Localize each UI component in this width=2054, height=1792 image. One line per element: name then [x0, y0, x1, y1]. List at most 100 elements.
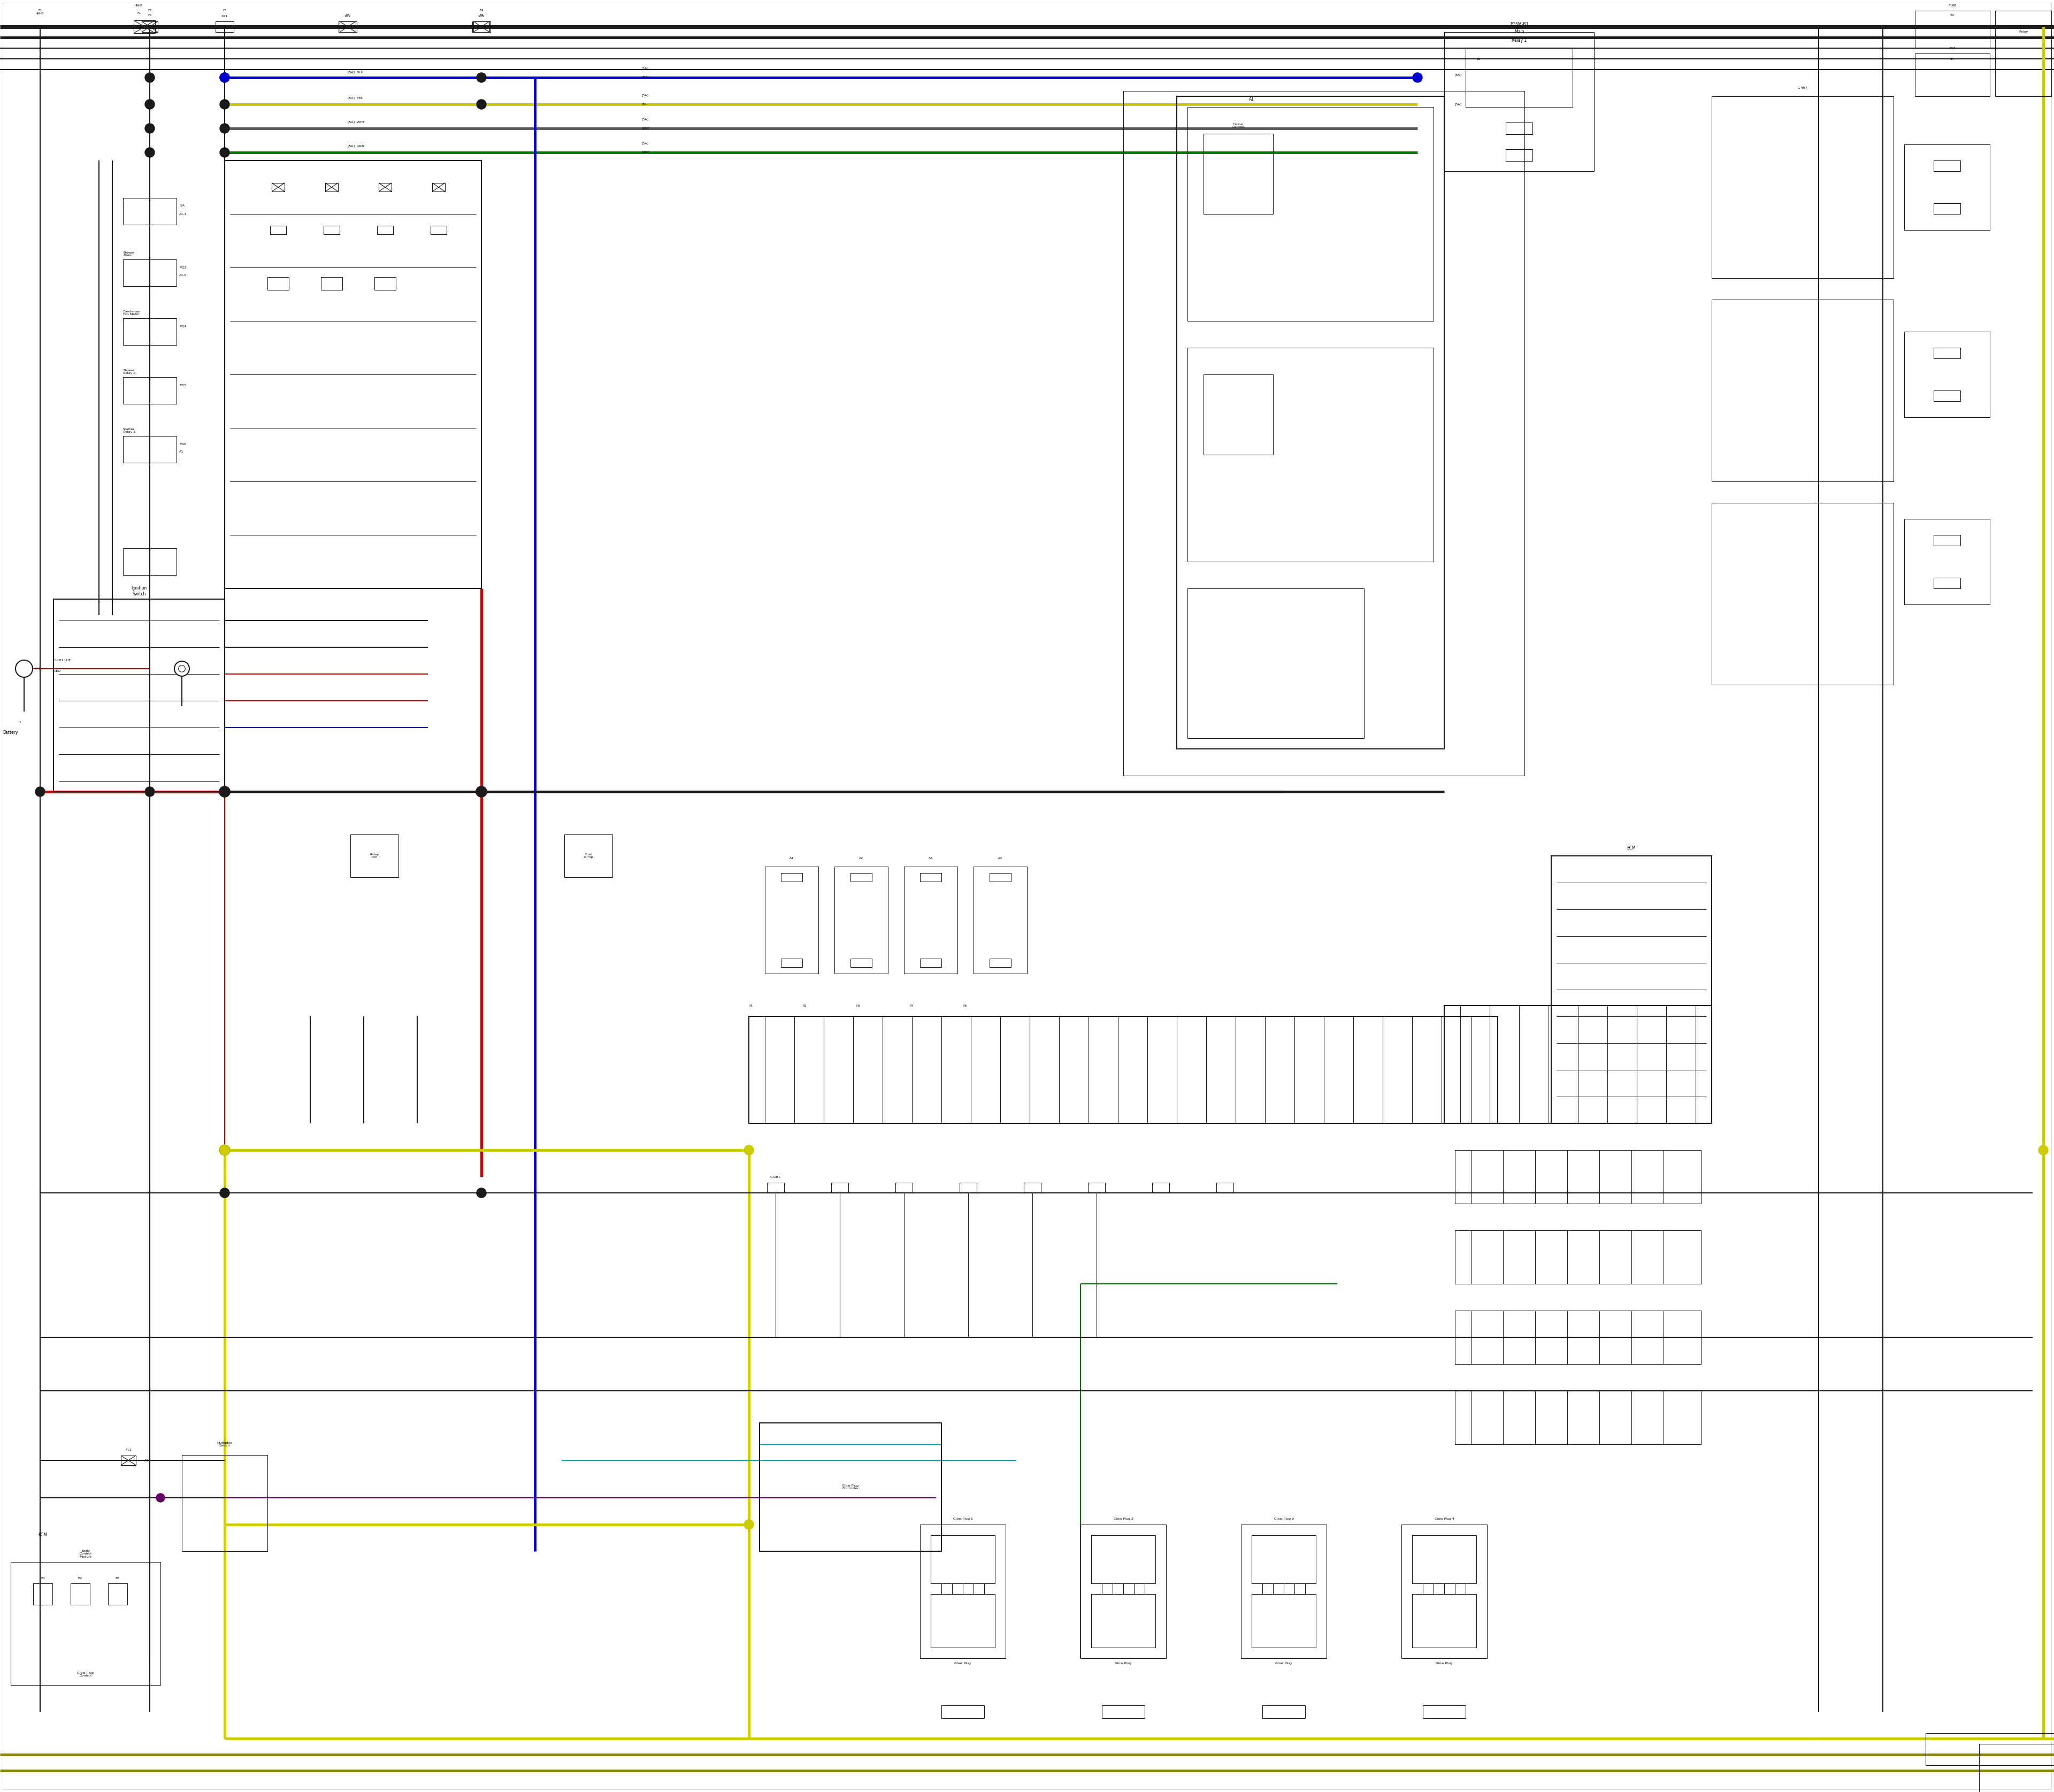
- Bar: [1187, 588, 1364, 738]
- Bar: [183, 1455, 267, 1552]
- Bar: [431, 226, 446, 235]
- Text: [5A]: [5A]: [1454, 102, 1462, 106]
- Bar: [123, 548, 177, 575]
- Bar: [1904, 332, 1990, 418]
- Text: C-101 LHF: C-101 LHF: [53, 659, 70, 661]
- Bar: [764, 867, 817, 973]
- Bar: [472, 22, 489, 32]
- Text: F4: F4: [479, 14, 483, 16]
- Bar: [1251, 1595, 1317, 1647]
- Bar: [1080, 1525, 1167, 1658]
- Bar: [123, 319, 177, 346]
- Circle shape: [220, 1188, 228, 1197]
- Text: F1
4A-B: F1 4A-B: [37, 9, 43, 14]
- Bar: [941, 1706, 984, 1719]
- Bar: [378, 226, 392, 235]
- Bar: [959, 1183, 978, 1192]
- Text: Glow Plug
Control: Glow Plug Control: [78, 1672, 94, 1677]
- Bar: [121, 1455, 136, 1466]
- Text: Glow Plug 1: Glow Plug 1: [953, 1518, 974, 1521]
- Bar: [1933, 391, 1960, 401]
- Text: M15: M15: [179, 383, 187, 387]
- Text: I1A: I1A: [179, 204, 185, 208]
- Bar: [1506, 122, 1532, 134]
- Text: X29: X29: [479, 14, 485, 18]
- Bar: [990, 959, 1011, 968]
- Text: [5A]: [5A]: [641, 118, 649, 120]
- Text: Condenser
Fan Motor: Condenser Fan Motor: [123, 310, 142, 315]
- Bar: [850, 959, 871, 968]
- Bar: [1904, 520, 1990, 604]
- Bar: [974, 867, 1027, 973]
- Text: M16: M16: [179, 443, 187, 446]
- Text: [5A]: [5A]: [1454, 73, 1462, 77]
- Text: A1: A1: [789, 857, 793, 860]
- Text: Blower
Motor: Blower Motor: [123, 251, 134, 256]
- Text: YEL: YEL: [641, 102, 647, 106]
- Text: L5: L5: [1477, 57, 1481, 61]
- Bar: [109, 1584, 127, 1606]
- Bar: [374, 278, 396, 290]
- Bar: [1124, 91, 1524, 776]
- Text: A14: A14: [144, 1459, 150, 1462]
- Bar: [1551, 857, 1711, 1124]
- Text: B3: B3: [115, 1577, 119, 1579]
- Bar: [1241, 1525, 1327, 1658]
- Bar: [1933, 161, 1960, 172]
- Text: Glow Plug 4: Glow Plug 4: [1434, 1518, 1454, 1521]
- Text: F2: F2: [148, 14, 152, 16]
- Bar: [1711, 504, 1894, 685]
- Text: Glow Plug: Glow Plug: [1276, 1663, 1292, 1665]
- Bar: [325, 226, 339, 235]
- Circle shape: [2038, 1145, 2048, 1154]
- Text: [5A]  BLU: [5A] BLU: [347, 72, 364, 73]
- Bar: [1454, 1150, 1701, 1204]
- Bar: [920, 873, 941, 882]
- Bar: [1933, 202, 1960, 213]
- Bar: [431, 183, 446, 192]
- Text: P5: P5: [963, 1004, 967, 1007]
- Circle shape: [35, 787, 45, 796]
- Bar: [1711, 97, 1894, 278]
- Text: F11: F11: [125, 1448, 131, 1452]
- Text: 4A-B: 4A-B: [136, 4, 144, 7]
- Bar: [378, 183, 392, 192]
- Bar: [834, 867, 887, 973]
- Bar: [1444, 32, 1594, 172]
- Bar: [1454, 1391, 1701, 1444]
- Bar: [990, 873, 1011, 882]
- Bar: [766, 1183, 785, 1192]
- Bar: [1401, 1525, 1487, 1658]
- Text: A1: A1: [1249, 97, 1255, 102]
- Bar: [760, 1423, 941, 1552]
- Text: A4: A4: [998, 857, 1002, 860]
- Bar: [267, 278, 290, 290]
- Bar: [33, 1584, 53, 1606]
- Bar: [930, 1536, 994, 1584]
- Text: Multiplex
Switch: Multiplex Switch: [218, 1441, 232, 1448]
- Text: F10B: F10B: [1947, 4, 1957, 7]
- Circle shape: [1413, 73, 1421, 82]
- Circle shape: [146, 100, 154, 109]
- Text: Starter
Relay 3: Starter Relay 3: [123, 428, 136, 434]
- Bar: [1091, 1536, 1154, 1584]
- Circle shape: [146, 124, 154, 133]
- Text: F4: F4: [479, 9, 483, 14]
- Text: A3: A3: [928, 857, 933, 860]
- Bar: [123, 435, 177, 462]
- Text: [5A]: [5A]: [641, 93, 649, 97]
- Bar: [920, 1525, 1006, 1658]
- Circle shape: [16, 659, 33, 677]
- Text: Glow Plug 3: Glow Plug 3: [1273, 1518, 1294, 1521]
- Circle shape: [477, 73, 487, 82]
- Text: M12: M12: [179, 267, 187, 269]
- Text: Body
Control
Module: Body Control Module: [80, 1550, 92, 1559]
- Circle shape: [220, 1145, 230, 1154]
- Circle shape: [477, 787, 487, 796]
- Text: RED: RED: [53, 670, 60, 672]
- Bar: [216, 22, 234, 32]
- Circle shape: [175, 661, 189, 676]
- Circle shape: [477, 1188, 487, 1197]
- Circle shape: [477, 1188, 485, 1197]
- Bar: [1933, 577, 1960, 588]
